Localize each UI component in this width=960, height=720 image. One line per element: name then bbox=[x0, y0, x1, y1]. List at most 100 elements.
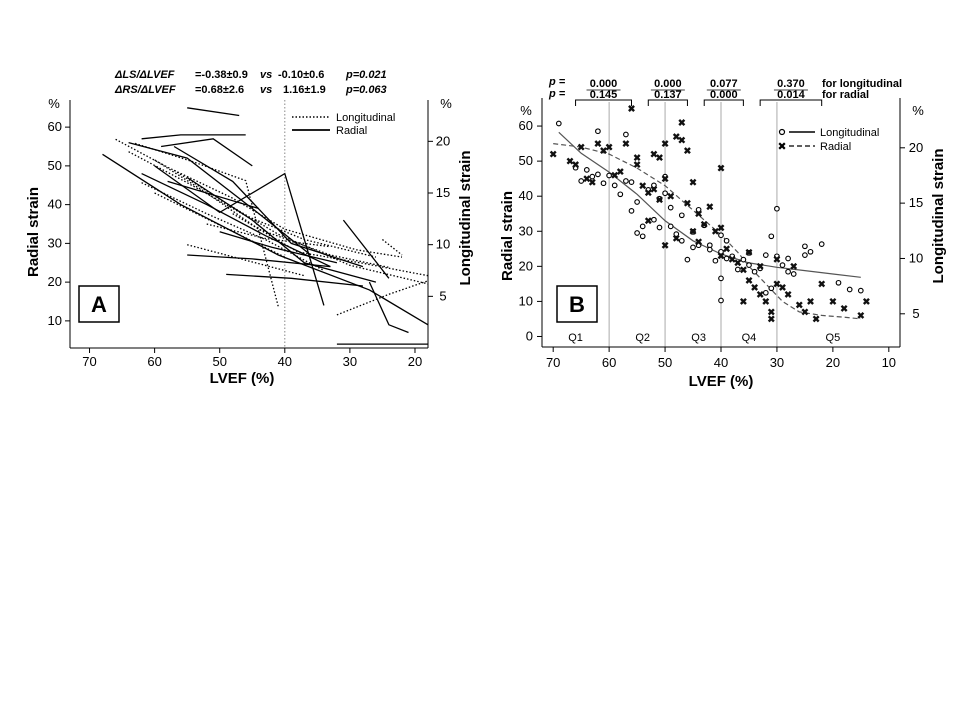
point-longitudinal-61 bbox=[802, 243, 808, 250]
panel-a-y-tick-label-3: 40 bbox=[48, 197, 62, 212]
point-radial-46 bbox=[745, 248, 753, 256]
point-longitudinal-47 bbox=[734, 266, 741, 273]
panel-a-y-tick-label-0: 10 bbox=[48, 313, 62, 328]
point-radial-53 bbox=[773, 255, 781, 263]
point-radial-63 bbox=[829, 297, 837, 305]
point-longitudinal-25 bbox=[662, 190, 668, 197]
p-radial-1: 0.137 bbox=[654, 89, 682, 101]
point-longitudinal-60 bbox=[790, 271, 797, 277]
point-radial-40 bbox=[717, 164, 725, 172]
point-longitudinal-3 bbox=[583, 167, 590, 173]
point-longitudinal-27 bbox=[667, 223, 674, 230]
point-longitudinal-44 bbox=[723, 255, 730, 262]
panel-b-y-axis-label: Radial strain bbox=[499, 191, 516, 281]
series-radial-line-6 bbox=[141, 134, 246, 140]
point-longitudinal-48 bbox=[740, 256, 747, 263]
point-longitudinal-59 bbox=[785, 268, 791, 275]
series-longitudinal-line-7 bbox=[206, 223, 331, 248]
p-label-longitudinal: p = bbox=[548, 76, 566, 88]
point-radial-14 bbox=[633, 161, 641, 169]
point-radial-4 bbox=[583, 175, 591, 183]
panel-b-y-tick-label-0: 0 bbox=[526, 328, 533, 343]
panel-b-y-tick-label-6: 60 bbox=[519, 118, 533, 133]
point-radial-24 bbox=[661, 241, 669, 249]
panel-b-x-tick-label-5: 20 bbox=[826, 355, 840, 370]
point-longitudinal-68 bbox=[785, 255, 791, 262]
panel-b-y-unit: % bbox=[520, 103, 532, 118]
point-radial-20 bbox=[656, 154, 663, 162]
point-longitudinal-54 bbox=[762, 289, 769, 296]
series-longitudinal-line-8 bbox=[154, 192, 286, 258]
series-longitudinal-line-2 bbox=[154, 159, 390, 269]
point-radial-50 bbox=[762, 297, 770, 305]
panel-a-stats: ΔLS/ΔLVEF =-0.38±0.9 vs -0.10±0.6 p=0.02… bbox=[114, 69, 387, 96]
point-radial-21 bbox=[656, 196, 663, 204]
panel-a-x-tick-label-1: 60 bbox=[147, 354, 161, 369]
point-longitudinal-43 bbox=[718, 297, 724, 304]
point-radial-55 bbox=[779, 283, 786, 291]
series-longitudinal-line-6 bbox=[187, 244, 305, 277]
point-radial-56 bbox=[784, 290, 792, 298]
point-radial-17 bbox=[644, 217, 652, 225]
point-longitudinal-51 bbox=[751, 268, 758, 275]
panel-b-x-tick-label-3: 40 bbox=[714, 355, 728, 370]
point-longitudinal-28 bbox=[673, 231, 680, 237]
point-radial-61 bbox=[812, 315, 820, 323]
point-radial-51 bbox=[767, 308, 775, 316]
point-radial-13 bbox=[633, 154, 641, 162]
p-longitudinal-1: 0.000 bbox=[654, 78, 682, 90]
panel-b-y-tick-label-2: 20 bbox=[519, 258, 533, 273]
series-radial-line-0 bbox=[102, 153, 429, 326]
point-longitudinal-2 bbox=[578, 178, 585, 184]
point-radial-41 bbox=[717, 252, 725, 260]
point-longitudinal-67 bbox=[857, 287, 864, 294]
panel-b-y2-unit: % bbox=[912, 103, 924, 118]
comparison-bracket-3 bbox=[759, 99, 823, 106]
fit-curve-radial bbox=[553, 143, 861, 320]
point-radial-48 bbox=[751, 283, 759, 291]
panel-a-y2-tick-label-1: 10 bbox=[436, 237, 450, 252]
stat-rs-value2: 1.16±1.9 bbox=[283, 84, 326, 96]
point-longitudinal-8 bbox=[606, 172, 612, 179]
stat-ls-value1: =-0.38±0.9 bbox=[195, 69, 248, 81]
point-longitudinal-39 bbox=[712, 257, 719, 264]
p-longitudinal-3: 0.370 bbox=[777, 78, 805, 90]
point-radial-27 bbox=[672, 133, 680, 141]
point-radial-3 bbox=[577, 143, 585, 151]
point-longitudinal-64 bbox=[818, 241, 825, 247]
panel-a-y2-axis-label: Longitudinal strain bbox=[457, 151, 474, 286]
point-longitudinal-13 bbox=[628, 179, 635, 185]
point-radial-42 bbox=[723, 245, 731, 253]
point-longitudinal-10 bbox=[617, 191, 624, 198]
panel-b-x-tick-label-2: 50 bbox=[658, 355, 672, 370]
panel-b-plot-area: Q1 Q2 Q3 Q4 Q5 bbox=[549, 102, 870, 347]
point-radial-49 bbox=[756, 290, 764, 298]
series-radial-line-14 bbox=[368, 281, 409, 334]
point-radial-37 bbox=[706, 203, 714, 211]
point-radial-26 bbox=[672, 234, 680, 242]
p-row-name-longitudinal: for longitudinal bbox=[822, 78, 902, 90]
series-radial-line-11 bbox=[187, 254, 331, 268]
quintile-label-q4: Q4 bbox=[742, 332, 757, 344]
panel-a-plot-area bbox=[102, 100, 429, 348]
point-radial-58 bbox=[795, 301, 803, 309]
point-longitudinal-12 bbox=[623, 131, 629, 138]
point-longitudinal-40 bbox=[718, 232, 724, 239]
point-longitudinal-18 bbox=[639, 233, 646, 240]
point-radial-52 bbox=[767, 315, 775, 323]
stat-rs-p: p=0.063 bbox=[345, 84, 387, 96]
panel-b-y2-tick-label-3: 20 bbox=[909, 140, 923, 155]
point-longitudinal-5 bbox=[595, 171, 601, 178]
panel-b-x-tick-label-1: 60 bbox=[602, 355, 616, 370]
point-radial-8 bbox=[605, 143, 613, 151]
p-radial-2: 0.000 bbox=[710, 89, 738, 101]
legend-radial-label-b: Radial bbox=[820, 141, 851, 153]
panel-b-label-box bbox=[556, 285, 598, 323]
series-longitudinal-line-0 bbox=[115, 138, 403, 258]
stat-ls-p: p=0.021 bbox=[345, 69, 387, 81]
comparison-bracket-2 bbox=[703, 99, 744, 106]
fit-curve-longitudinal bbox=[558, 131, 861, 278]
panel-a-y-axis-label: Radial strain bbox=[25, 187, 42, 277]
point-radial-35 bbox=[695, 238, 703, 246]
